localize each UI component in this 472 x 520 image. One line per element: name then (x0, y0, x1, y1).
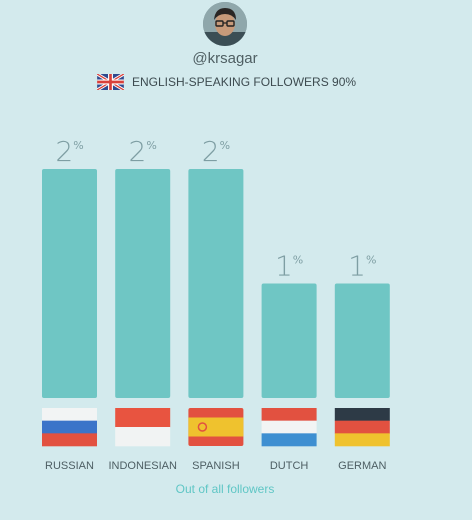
germany-flag-icon (334, 408, 390, 447)
bar (115, 169, 171, 398)
russia-flag-icon (42, 408, 97, 447)
bar (42, 169, 97, 398)
category-label: GERMAN (338, 460, 386, 472)
value-label: 2% (202, 135, 230, 168)
avatar[interactable] (203, 2, 247, 46)
indonesia-flag-icon (115, 408, 171, 447)
value-label: 2% (129, 135, 157, 168)
bar (334, 283, 390, 398)
username[interactable]: @krsagar (192, 50, 258, 67)
category-label: SPANISH (192, 460, 240, 472)
category-label: RUSSIAN (45, 460, 94, 472)
value-label: 1% (348, 250, 376, 283)
footer-note: Out of all followers (175, 482, 275, 496)
bar (261, 283, 317, 398)
category-label: INDONESIAN (108, 460, 177, 472)
netherlands-flag-icon (261, 408, 317, 447)
subtitle-row: ENGLISH-SPEAKING FOLLOWERS 90% (97, 74, 356, 90)
spain-flag-icon (188, 408, 244, 446)
bar (188, 169, 244, 398)
subtitle: ENGLISH-SPEAKING FOLLOWERS 90% (132, 75, 357, 89)
uk-flag-icon (97, 74, 124, 90)
category-label: DUTCH (270, 460, 309, 472)
avatar-image (203, 2, 247, 46)
value-label: 2% (55, 135, 83, 168)
value-label: 1% (275, 250, 303, 283)
